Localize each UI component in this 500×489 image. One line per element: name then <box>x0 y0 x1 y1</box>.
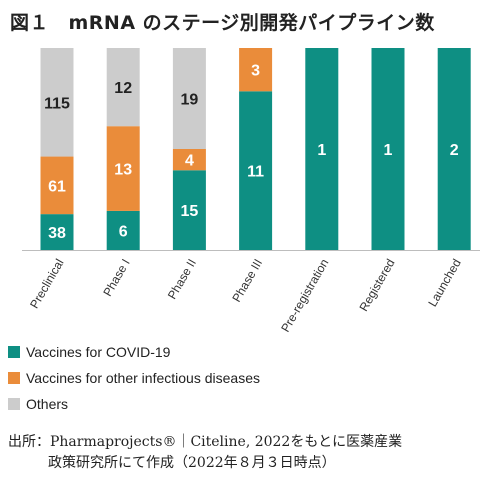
bar-value-label: 11 <box>247 164 264 181</box>
x-tick-label: Preclinical <box>27 257 66 311</box>
bar-value-label: 6 <box>119 223 128 240</box>
source-line-2: 政策研究所にて作成（2022年８月３日時点） <box>48 455 336 471</box>
source-line-1: 出所：Pharmaprojects®｜Citeline, 2022をもとに医薬産… <box>8 434 403 450</box>
bar-segment <box>172 149 206 171</box>
bar-value-label: 15 <box>181 203 199 220</box>
legend-swatch <box>8 372 20 384</box>
bar-value-label: 4 <box>185 153 194 170</box>
bar-value-label: 12 <box>114 80 132 97</box>
bar-value-label: 38 <box>48 225 66 242</box>
x-tick-label: Phase III <box>229 257 265 305</box>
bar-segment <box>437 48 471 250</box>
bar-value-label: 13 <box>114 162 132 179</box>
bar-segment <box>106 126 140 211</box>
bar-value-label: 115 <box>44 95 70 112</box>
bar-value-label: 1 <box>317 142 326 159</box>
bar-segment <box>106 48 140 127</box>
x-tick-label: Launched <box>425 257 463 310</box>
bar-value-label: 1 <box>384 142 393 159</box>
legend-item: Vaccines for COVID-19 <box>8 342 170 362</box>
x-tick-label: Registered <box>356 257 397 314</box>
bar-segment <box>172 170 206 250</box>
bar-segment <box>40 214 74 250</box>
bar-value-label: 2 <box>450 142 459 159</box>
legend-item: Vaccines for other infectious diseases <box>8 368 260 388</box>
bar-segment <box>40 156 74 215</box>
legend-item: Others <box>8 394 68 414</box>
bar-segment <box>106 210 140 250</box>
legend-swatch <box>8 346 20 358</box>
x-tick-label: Phase II <box>165 257 199 302</box>
x-tick-label: Pre-registration <box>278 257 331 335</box>
bar-segment <box>239 91 273 251</box>
x-tick-label: Phase I <box>100 257 132 299</box>
source-note: 出所：Pharmaprojects®｜Citeline, 2022をもとに医薬産… <box>8 432 496 474</box>
bar-value-label: 19 <box>181 92 199 109</box>
bar-value-label: 3 <box>251 63 260 80</box>
chart-title: 図１ mRNA のステージ別開発パイプライン数 <box>10 12 435 34</box>
bar-value-label: 61 <box>48 178 66 195</box>
bar-segment <box>239 48 273 92</box>
bar-segment <box>172 48 206 149</box>
bar-segment <box>305 48 339 250</box>
legend-label: Others <box>26 396 69 412</box>
legend-label: Vaccines for other infectious diseases <box>26 370 260 386</box>
bar-segment <box>371 48 405 250</box>
legend-swatch <box>8 398 20 410</box>
legend-label: Vaccines for COVID-19 <box>26 344 171 360</box>
bar-segment <box>40 48 74 157</box>
